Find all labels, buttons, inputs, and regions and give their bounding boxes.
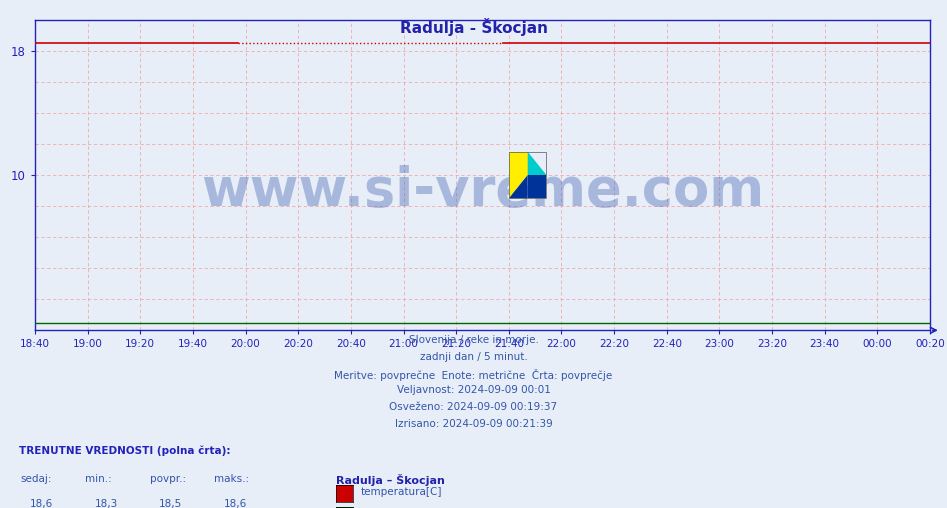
Text: Meritve: povprečne  Enote: metrične  Črta: povprečje: Meritve: povprečne Enote: metrične Črta:… xyxy=(334,369,613,380)
Text: 18,3: 18,3 xyxy=(95,499,118,508)
Text: 18,6: 18,6 xyxy=(223,499,247,508)
Text: maks.:: maks.: xyxy=(214,474,249,484)
Text: Radulja - Škocjan: Radulja - Škocjan xyxy=(400,18,547,36)
Bar xyxy=(509,152,546,198)
Text: Izrisano: 2024-09-09 00:21:39: Izrisano: 2024-09-09 00:21:39 xyxy=(395,419,552,429)
Text: sedaj:: sedaj: xyxy=(21,474,52,484)
Text: min.:: min.: xyxy=(85,474,112,484)
Text: temperatura[C]: temperatura[C] xyxy=(361,487,442,496)
Polygon shape xyxy=(509,175,527,198)
Text: Osveženo: 2024-09-09 00:19:37: Osveženo: 2024-09-09 00:19:37 xyxy=(389,402,558,412)
Text: Radulja – Škocjan: Radulja – Škocjan xyxy=(336,474,445,486)
Text: Slovenija / reke in morje.: Slovenija / reke in morje. xyxy=(408,335,539,345)
Text: zadnji dan / 5 minut.: zadnji dan / 5 minut. xyxy=(420,352,527,362)
Polygon shape xyxy=(527,175,546,198)
Polygon shape xyxy=(527,152,546,175)
Text: povpr.:: povpr.: xyxy=(150,474,186,484)
Text: Veljavnost: 2024-09-09 00:01: Veljavnost: 2024-09-09 00:01 xyxy=(397,386,550,395)
Text: TRENUTNE VREDNOSTI (polna črta):: TRENUTNE VREDNOSTI (polna črta): xyxy=(19,446,230,456)
Text: 18,6: 18,6 xyxy=(30,499,54,508)
Polygon shape xyxy=(509,152,527,175)
Polygon shape xyxy=(509,175,527,198)
Text: www.si-vreme.com: www.si-vreme.com xyxy=(201,165,764,216)
Text: 18,5: 18,5 xyxy=(159,499,183,508)
